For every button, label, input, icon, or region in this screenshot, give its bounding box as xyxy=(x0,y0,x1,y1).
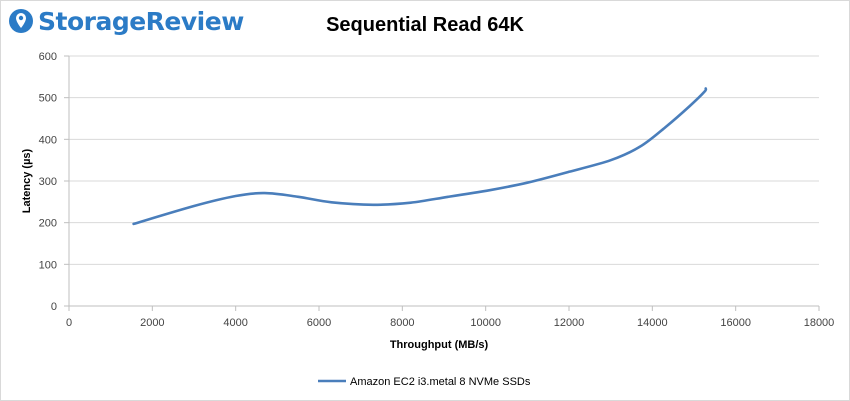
x-tick-label-4000: 4000 xyxy=(223,317,247,329)
y-tick-label-0: 0 xyxy=(51,301,57,313)
x-axis-title: Throughput (MB/s) xyxy=(390,339,489,351)
y-tick-label-300: 300 xyxy=(39,176,57,188)
y-tick-label-500: 500 xyxy=(39,93,57,105)
x-tick-label-8000: 8000 xyxy=(390,317,414,329)
x-tick-label-14000: 14000 xyxy=(637,317,668,329)
series-line-0 xyxy=(132,87,708,226)
y-axis-title: Latency (µs) xyxy=(21,148,33,213)
x-tick-label-2000: 2000 xyxy=(140,317,164,329)
x-tick-label-10000: 10000 xyxy=(470,317,501,329)
x-tick-label-12000: 12000 xyxy=(554,317,585,329)
brand-logo: StorageReview xyxy=(8,6,244,36)
brand-name: StorageReview xyxy=(38,6,244,36)
y-tick-label-600: 600 xyxy=(39,51,57,63)
x-tick-label-18000: 18000 xyxy=(804,317,835,329)
legend-label-0: Amazon EC2 i3.metal 8 NVMe SSDs xyxy=(350,376,531,388)
storagereview-logo-icon xyxy=(9,9,33,33)
y-tick-label-100: 100 xyxy=(39,259,57,271)
y-tick-label-200: 200 xyxy=(39,218,57,230)
chart-title: Sequential Read 64K xyxy=(326,14,524,36)
x-tick-label-6000: 6000 xyxy=(307,317,331,329)
x-tick-label-16000: 16000 xyxy=(720,317,751,329)
x-tick-label-0: 0 xyxy=(66,317,72,329)
y-tick-label-400: 400 xyxy=(39,134,57,146)
